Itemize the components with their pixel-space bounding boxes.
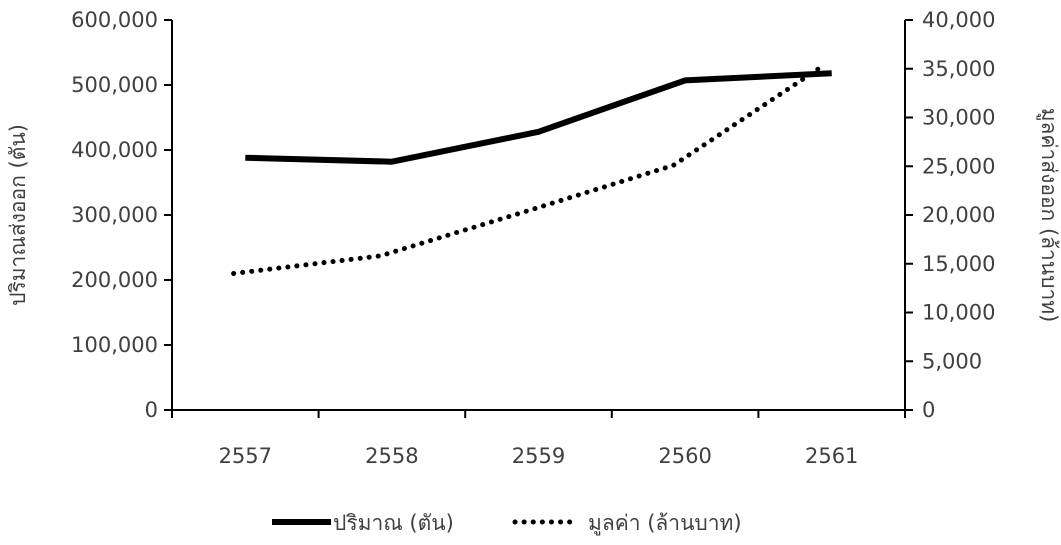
x-ticks: 2557 2558 2559 2560 2561	[171, 410, 906, 468]
series-layer	[231, 65, 832, 276]
left-axis-title: ปริมาณส่งออก (ตัน)	[6, 124, 30, 306]
right-tick-label: 40,000	[922, 8, 995, 32]
left-tick-label: 200,000	[71, 268, 158, 292]
right-tick-label: 20,000	[922, 203, 995, 227]
right-tick-label: 0	[922, 398, 935, 422]
x-tick-label: 2561	[805, 444, 858, 468]
right-tick-label: 25,000	[922, 154, 995, 178]
left-tick-label: 100,000	[71, 333, 158, 357]
right-tick-label: 10,000	[922, 301, 995, 325]
plot-axes	[171, 20, 906, 411]
left-ticks: 0 100,000 200,000 300,000 400,000 500,000 600,…	[71, 8, 172, 422]
x-tick-label: 2558	[365, 444, 418, 468]
left-tick-label: 400,000	[71, 138, 158, 162]
left-tick-label: 600,000	[71, 8, 158, 32]
left-tick-label: 500,000	[71, 73, 158, 97]
legend-label-value: มูลค่า (ล้านบาท)	[588, 511, 742, 536]
legend-item-value: มูลค่า (ล้านบาท)	[512, 511, 742, 536]
right-tick-label: 5,000	[922, 349, 982, 373]
right-tick-label: 15,000	[922, 252, 995, 276]
legend-label-volume: ปริมาณ (ตัน)	[333, 511, 454, 535]
right-axis-title: มูลค่าส่งออก (ล้านบาท)	[1036, 108, 1061, 323]
x-tick-label: 2560	[658, 444, 711, 468]
series-line-value	[231, 65, 823, 276]
legend: ปริมาณ (ตัน) มูลค่า (ล้านบาท)	[272, 511, 742, 536]
left-tick-label: 0	[145, 398, 158, 422]
x-tick-label: 2559	[512, 444, 565, 468]
right-tick-label: 30,000	[922, 106, 995, 130]
right-ticks: 0 5,000 10,000 15,000 20,000 25,000 30,000 35,0…	[905, 8, 995, 422]
series-line-volume	[245, 70, 832, 165]
legend-item-volume: ปริมาณ (ตัน)	[272, 511, 454, 535]
x-tick-label: 2557	[219, 444, 272, 468]
left-tick-label: 300,000	[71, 203, 158, 227]
right-tick-label: 35,000	[922, 57, 995, 81]
